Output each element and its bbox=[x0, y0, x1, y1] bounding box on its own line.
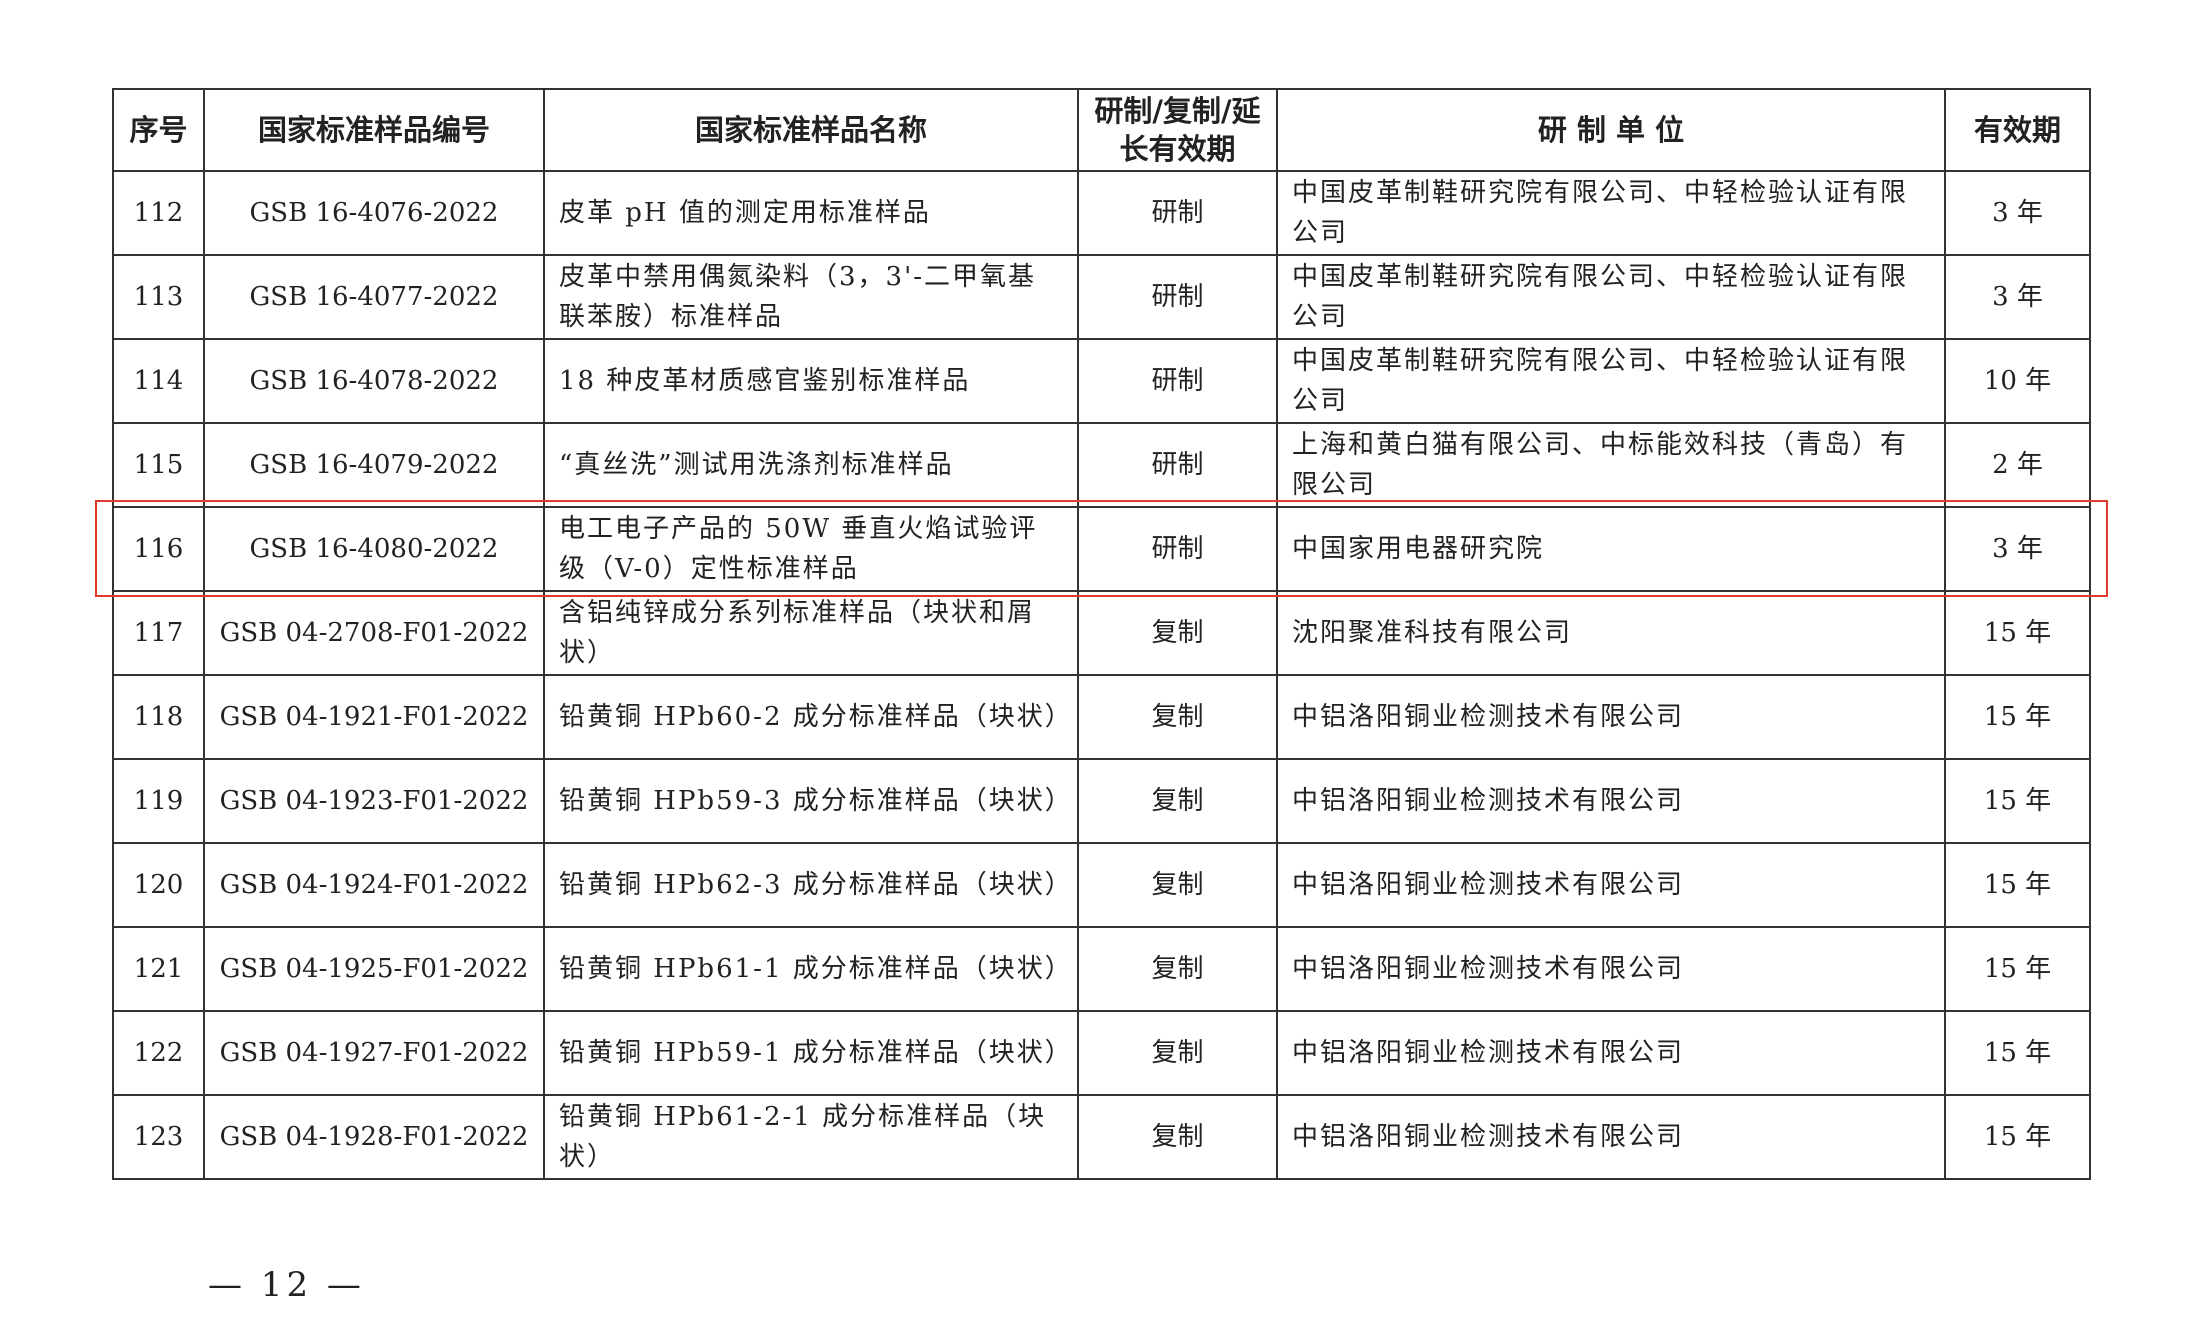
validity-period: 2 年 bbox=[1944, 422, 2091, 508]
table-row: 122 GSB 04-1927-F01-2022 铅黄铜 HPb59-1 成分标准样… bbox=[112, 1010, 2091, 1096]
developer-unit: 沈阳聚准科技有限公司 bbox=[1276, 590, 1946, 676]
sample-code: GSB 04-2708-F01-2022 bbox=[203, 590, 545, 676]
standard-samples-table: 序号 国家标准样品编号 国家标准样品名称 研制/复制/延长有效期 研 制 单 位… bbox=[112, 88, 2091, 1180]
sample-code: GSB 16-4077-2022 bbox=[203, 254, 545, 340]
developer-unit: 中铝洛阳铜业检测技术有限公司 bbox=[1276, 674, 1946, 760]
validity-period: 3 年 bbox=[1944, 506, 2091, 592]
page-number: — 12 — bbox=[208, 1265, 365, 1305]
sample-type: 研制 bbox=[1077, 422, 1278, 508]
sample-type: 复制 bbox=[1077, 926, 1278, 1012]
developer-unit: 中铝洛阳铜业检测技术有限公司 bbox=[1276, 1094, 1946, 1180]
table-row: 115 GSB 16-4079-2022 “真丝洗”测试用洗涤剂标准样品 研制 上海和黄… bbox=[112, 422, 2091, 508]
sample-code: GSB 04-1925-F01-2022 bbox=[203, 926, 545, 1012]
sample-code: GSB 04-1928-F01-2022 bbox=[203, 1094, 545, 1180]
sample-name: 皮革 pH 值的测定用标准样品 bbox=[543, 170, 1079, 256]
validity-period: 3 年 bbox=[1944, 170, 2091, 256]
validity-period: 15 年 bbox=[1944, 926, 2091, 1012]
developer-unit: 中铝洛阳铜业检测技术有限公司 bbox=[1276, 842, 1946, 928]
sample-code: GSB 04-1923-F01-2022 bbox=[203, 758, 545, 844]
sample-name: 18 种皮革材质感官鉴别标准样品 bbox=[543, 338, 1079, 424]
validity-period: 15 年 bbox=[1944, 1010, 2091, 1096]
row-number: 121 bbox=[112, 926, 205, 1012]
sample-name: 铅黄铜 HPb60-2 成分标准样品（块状） bbox=[543, 674, 1079, 760]
sample-type: 复制 bbox=[1077, 1010, 1278, 1096]
sample-type: 研制 bbox=[1077, 338, 1278, 424]
sample-type: 研制 bbox=[1077, 170, 1278, 256]
sample-type: 复制 bbox=[1077, 674, 1278, 760]
sample-name: 皮革中禁用偶氮染料（3，3'-二甲氧基联苯胺）标准样品 bbox=[543, 254, 1079, 340]
sample-code: GSB 04-1924-F01-2022 bbox=[203, 842, 545, 928]
sample-name: 铅黄铜 HPb62-3 成分标准样品（块状） bbox=[543, 842, 1079, 928]
developer-unit: 中国家用电器研究院 bbox=[1276, 506, 1946, 592]
row-number: 119 bbox=[112, 758, 205, 844]
sample-type: 复制 bbox=[1077, 1094, 1278, 1180]
sample-type: 研制 bbox=[1077, 254, 1278, 340]
table-row: 113 GSB 16-4077-2022 皮革中禁用偶氮染料（3，3'-二甲氧基联苯… bbox=[112, 254, 2091, 340]
table-row: 119 GSB 04-1923-F01-2022 铅黄铜 HPb59-3 成分标准样… bbox=[112, 758, 2091, 844]
sample-name: 铅黄铜 HPb59-3 成分标准样品（块状） bbox=[543, 758, 1079, 844]
table-row: 120 GSB 04-1924-F01-2022 铅黄铜 HPb62-3 成分标准样… bbox=[112, 842, 2091, 928]
row-number: 122 bbox=[112, 1010, 205, 1096]
table-row: 114 GSB 16-4078-2022 18 种皮革材质感官鉴别标准样品 研制 中国皮… bbox=[112, 338, 2091, 424]
row-number: 116 bbox=[112, 506, 205, 592]
sample-code: GSB 16-4080-2022 bbox=[203, 506, 545, 592]
developer-unit: 中铝洛阳铜业检测技术有限公司 bbox=[1276, 1010, 1946, 1096]
sample-code: GSB 16-4079-2022 bbox=[203, 422, 545, 508]
header-unit: 研 制 单 位 bbox=[1276, 88, 1946, 172]
header-no: 序号 bbox=[112, 88, 205, 172]
sample-type: 研制 bbox=[1077, 506, 1278, 592]
row-number: 123 bbox=[112, 1094, 205, 1180]
header-code: 国家标准样品编号 bbox=[203, 88, 545, 172]
table-row: 123 GSB 04-1928-F01-2022 铅黄铜 HPb61-2-1 成分标… bbox=[112, 1094, 2091, 1180]
table-header: 序号 国家标准样品编号 国家标准样品名称 研制/复制/延长有效期 研 制 单 位… bbox=[112, 88, 2091, 172]
row-number: 115 bbox=[112, 422, 205, 508]
table-row: 117 GSB 04-2708-F01-2022 含铝纯锌成分系列标准样品（块状和屑… bbox=[112, 590, 2091, 676]
header-period: 有效期 bbox=[1944, 88, 2091, 172]
developer-unit: 中国皮革制鞋研究院有限公司、中轻检验认证有限公司 bbox=[1276, 338, 1946, 424]
developer-unit: 上海和黄白猫有限公司、中标能效科技（青岛）有限公司 bbox=[1276, 422, 1946, 508]
validity-period: 10 年 bbox=[1944, 338, 2091, 424]
sample-type: 复制 bbox=[1077, 842, 1278, 928]
header-type: 研制/复制/延长有效期 bbox=[1077, 88, 1278, 172]
table-row: 118 GSB 04-1921-F01-2022 铅黄铜 HPb60-2 成分标准样… bbox=[112, 674, 2091, 760]
sample-name: 电工电子产品的 50W 垂直火焰试验评级（V-0）定性标准样品 bbox=[543, 506, 1079, 592]
sample-code: GSB 16-4076-2022 bbox=[203, 170, 545, 256]
row-number: 113 bbox=[112, 254, 205, 340]
table-row: 112 GSB 16-4076-2022 皮革 pH 值的测定用标准样品 研制 中国皮革… bbox=[112, 170, 2091, 256]
sample-type: 复制 bbox=[1077, 590, 1278, 676]
validity-period: 15 年 bbox=[1944, 842, 2091, 928]
row-number: 112 bbox=[112, 170, 205, 256]
sample-name: 铅黄铜 HPb61-2-1 成分标准样品（块状） bbox=[543, 1094, 1079, 1180]
validity-period: 15 年 bbox=[1944, 590, 2091, 676]
validity-period: 15 年 bbox=[1944, 674, 2091, 760]
developer-unit: 中国皮革制鞋研究院有限公司、中轻检验认证有限公司 bbox=[1276, 170, 1946, 256]
validity-period: 15 年 bbox=[1944, 1094, 2091, 1180]
sample-code: GSB 04-1927-F01-2022 bbox=[203, 1010, 545, 1096]
sample-name: 铅黄铜 HPb59-1 成分标准样品（块状） bbox=[543, 1010, 1079, 1096]
sample-code: GSB 04-1921-F01-2022 bbox=[203, 674, 545, 760]
developer-unit: 中国皮革制鞋研究院有限公司、中轻检验认证有限公司 bbox=[1276, 254, 1946, 340]
validity-period: 3 年 bbox=[1944, 254, 2091, 340]
sample-type: 复制 bbox=[1077, 758, 1278, 844]
table-row: 121 GSB 04-1925-F01-2022 铅黄铜 HPb61-1 成分标准样… bbox=[112, 926, 2091, 1012]
developer-unit: 中铝洛阳铜业检测技术有限公司 bbox=[1276, 758, 1946, 844]
row-number: 114 bbox=[112, 338, 205, 424]
row-number: 117 bbox=[112, 590, 205, 676]
sample-name: 含铝纯锌成分系列标准样品（块状和屑状） bbox=[543, 590, 1079, 676]
sample-code: GSB 16-4078-2022 bbox=[203, 338, 545, 424]
sample-name: 铅黄铜 HPb61-1 成分标准样品（块状） bbox=[543, 926, 1079, 1012]
validity-period: 15 年 bbox=[1944, 758, 2091, 844]
row-number: 118 bbox=[112, 674, 205, 760]
developer-unit: 中铝洛阳铜业检测技术有限公司 bbox=[1276, 926, 1946, 1012]
row-number: 120 bbox=[112, 842, 205, 928]
sample-name: “真丝洗”测试用洗涤剂标准样品 bbox=[543, 422, 1079, 508]
table-row: 116 GSB 16-4080-2022 电工电子产品的 50W 垂直火焰试验评级（… bbox=[112, 506, 2091, 592]
header-name: 国家标准样品名称 bbox=[543, 88, 1079, 172]
